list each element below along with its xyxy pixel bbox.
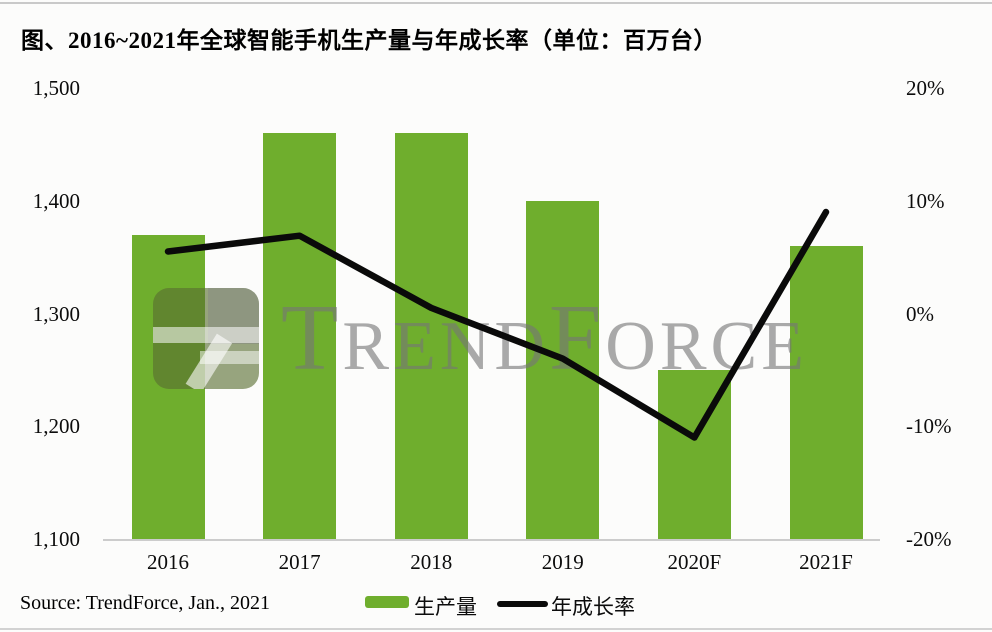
logo-stripe: [153, 327, 259, 343]
bar-2020F: [657, 369, 731, 539]
left-axis-tick: 1,300: [32, 301, 80, 326]
trendforce-text-watermark: T REND F ORCE: [281, 291, 808, 385]
legend-bar-label: 生产量: [414, 595, 477, 619]
watermark-letters: F: [548, 286, 606, 390]
watermark-letters: ORCE: [605, 308, 808, 385]
legend-line-swatch: [497, 601, 548, 607]
left-axis-tick: 1,500: [32, 76, 80, 100]
source-note: Source: TrendForce, Jan., 2021: [20, 592, 270, 614]
right-axis-tick: 10%: [906, 188, 945, 213]
x-axis-label-2018: 2018: [410, 550, 453, 574]
legend-line-label: 年成长率: [551, 595, 635, 619]
x-axis-line: [103, 539, 880, 541]
bar-2021F: [789, 245, 863, 539]
watermark-letters: REND: [342, 308, 549, 385]
logo-stripe: [199, 350, 259, 364]
right-axis-tick: -10%: [906, 414, 952, 439]
x-axis-label-2019: 2019: [541, 550, 584, 574]
x-axis-label-2016: 2016: [147, 550, 189, 574]
right-axis-tick: -20%: [906, 527, 952, 551]
left-axis-tick: 1,200: [32, 414, 80, 439]
x-axis-label-2017: 2017: [278, 550, 321, 574]
left-axis-tick: 1,400: [32, 188, 80, 213]
chart-title: 图、2016~2021年全球智能手机生产量与年成长率（单位：百万台）: [21, 28, 717, 53]
left-axis-tick: 1,100: [32, 527, 80, 551]
trendforce-logo-watermark: [153, 288, 259, 389]
bottom-divider: [0, 628, 992, 630]
x-axis-label-2021F: 2021F: [799, 550, 853, 574]
x-axis-label-2020F: 2020F: [667, 550, 722, 574]
right-axis-tick: 20%: [906, 76, 945, 100]
watermark-letters: T: [281, 286, 343, 390]
legend-bar-swatch: [365, 596, 409, 608]
top-divider: [0, 2, 992, 4]
right-axis-tick: 0%: [906, 301, 934, 326]
